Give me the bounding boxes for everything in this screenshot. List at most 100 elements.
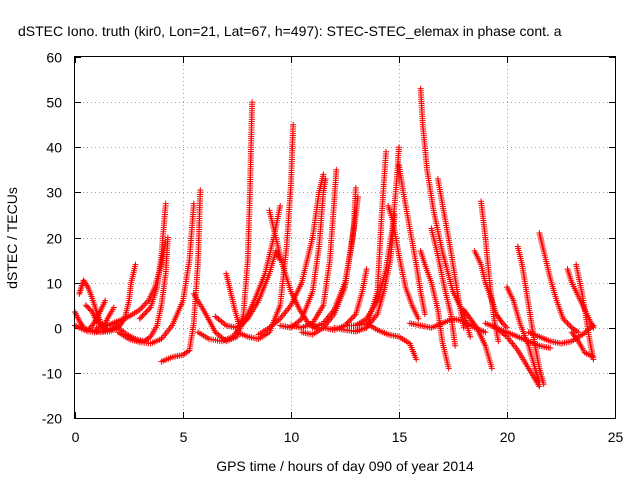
data-point xyxy=(96,320,103,327)
y-tick-label: 30 xyxy=(46,185,62,201)
data-point xyxy=(351,312,358,319)
data-point xyxy=(343,321,350,328)
data-point xyxy=(563,318,570,325)
series-10 xyxy=(190,99,256,345)
x-tick-labels: 0 5 10 15 20 25 xyxy=(72,429,624,445)
data-point xyxy=(110,304,117,311)
x-tick-label: 10 xyxy=(284,429,300,445)
y-tick-label: 10 xyxy=(46,276,62,292)
data-point xyxy=(547,345,554,352)
data-point xyxy=(565,321,572,328)
series-17 xyxy=(277,175,329,331)
data-point xyxy=(575,329,582,336)
data-point xyxy=(488,365,495,372)
data-point xyxy=(564,320,571,327)
data-point xyxy=(352,184,359,191)
data-point xyxy=(102,297,109,304)
data-points xyxy=(72,85,597,390)
series-16 xyxy=(266,207,320,331)
series-40 xyxy=(536,229,582,336)
data-point xyxy=(363,266,370,273)
data-point xyxy=(354,193,361,200)
x-tick-label: 5 xyxy=(180,429,188,445)
y-tick-labels: -20 -10 0 10 20 30 40 50 60 xyxy=(42,50,62,427)
series-4 xyxy=(82,302,117,331)
series-1 xyxy=(76,277,111,334)
y-tick-label: 20 xyxy=(46,231,62,247)
data-point xyxy=(146,305,153,312)
data-point xyxy=(467,333,474,340)
y-tick-label: 50 xyxy=(46,95,62,111)
data-point xyxy=(445,365,452,372)
data-point xyxy=(567,323,574,330)
series-9 xyxy=(158,187,204,365)
data-point xyxy=(396,144,402,151)
data-point xyxy=(94,319,101,326)
series-12 xyxy=(212,248,284,331)
data-point xyxy=(164,234,171,241)
x-tick-label: 15 xyxy=(392,429,408,445)
chart-title: dSTEC Iono. truth (kir0, Lon=21, Lat=67,… xyxy=(18,23,562,39)
data-point xyxy=(143,308,150,315)
data-point xyxy=(85,304,92,311)
plot-frame xyxy=(74,56,616,419)
data-point xyxy=(144,307,151,314)
data-point xyxy=(162,200,169,207)
y-tick-label: 0 xyxy=(54,321,62,337)
data-point xyxy=(142,300,149,307)
data-point xyxy=(141,302,148,309)
data-point xyxy=(86,306,93,313)
series-7 xyxy=(115,200,197,347)
data-point xyxy=(590,324,597,331)
series-26 xyxy=(385,202,422,322)
data-point xyxy=(421,311,428,318)
series-29 xyxy=(417,248,452,372)
data-point xyxy=(136,315,143,322)
grid xyxy=(75,57,615,418)
data-point xyxy=(138,305,145,312)
y-axis-label: dSTEC / TECUs xyxy=(4,187,20,289)
data-point xyxy=(383,148,390,155)
y-tick-label: -10 xyxy=(42,366,62,382)
series-13 xyxy=(223,270,243,329)
series-44 xyxy=(568,329,597,361)
data-point xyxy=(132,261,139,268)
data-point xyxy=(333,166,340,173)
series-34 xyxy=(460,306,495,372)
x-axis-label: GPS time / hours of day 090 of year 2014 xyxy=(216,458,474,474)
data-point xyxy=(139,303,146,310)
data-point xyxy=(322,175,329,182)
data-point xyxy=(350,314,357,321)
data-point xyxy=(320,171,327,178)
data-point xyxy=(236,322,243,329)
data-point xyxy=(413,356,420,363)
data-point xyxy=(460,324,467,331)
data-point xyxy=(540,381,547,388)
data-point xyxy=(347,316,354,323)
data-point xyxy=(348,315,355,322)
data-point xyxy=(452,342,459,349)
series-24 xyxy=(342,148,390,335)
series-20 xyxy=(309,193,361,331)
data-point xyxy=(482,329,489,336)
data-point xyxy=(82,302,89,309)
data-point xyxy=(140,311,147,318)
data-point xyxy=(93,317,100,324)
data-point xyxy=(87,307,94,314)
data-point xyxy=(290,121,297,128)
data-point xyxy=(415,315,422,322)
data-point xyxy=(197,187,204,194)
data-point xyxy=(190,200,197,207)
x-tick-label: 25 xyxy=(608,429,624,445)
series-36 xyxy=(482,320,543,390)
x-tick-label: 20 xyxy=(500,429,516,445)
series-27 xyxy=(396,162,428,318)
data-point xyxy=(139,312,146,319)
series-39 xyxy=(514,243,547,388)
data-point xyxy=(249,99,256,106)
series-25 xyxy=(342,320,420,363)
y-tick-label: 60 xyxy=(46,50,62,66)
data-point xyxy=(277,202,284,209)
data-point xyxy=(84,303,91,310)
